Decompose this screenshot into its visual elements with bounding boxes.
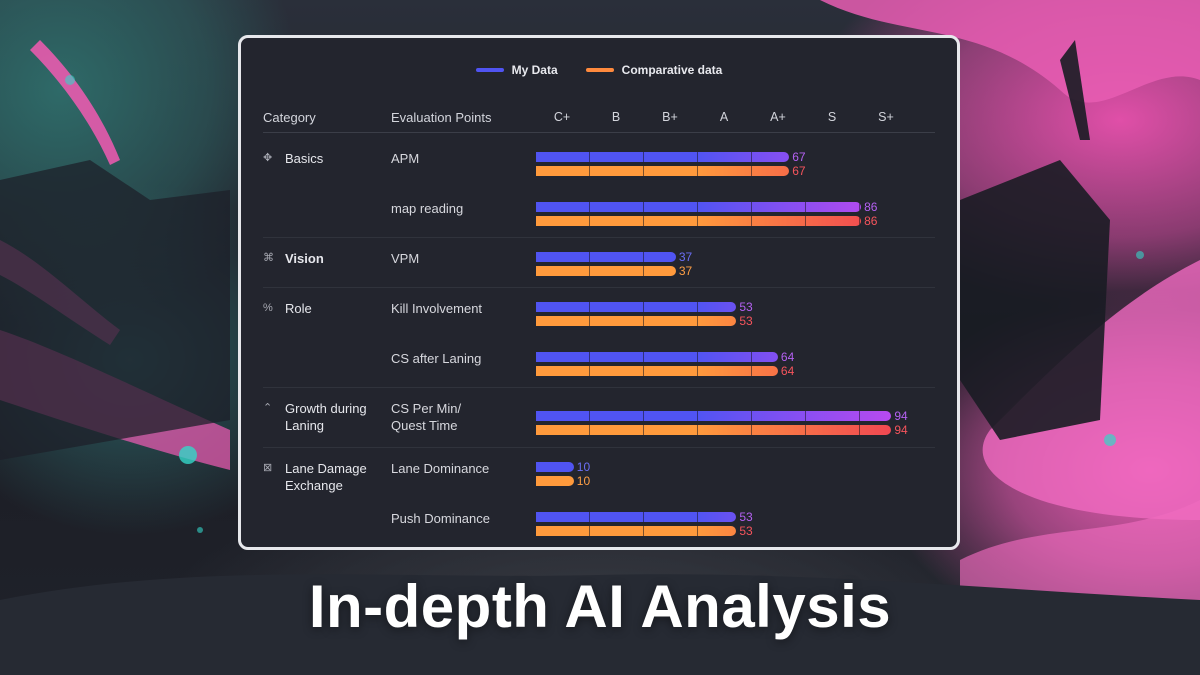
comparative-bar (536, 526, 737, 536)
category-label: % Role (263, 300, 312, 317)
category-label: ✥ Basics (263, 150, 323, 167)
category-name: Vision (285, 251, 324, 266)
category-name: Basics (285, 151, 324, 166)
grade-label: C+ (553, 110, 571, 124)
grade-label: A (719, 110, 729, 124)
category-name: Growth during Laning (285, 401, 367, 433)
my-data-bar (536, 302, 737, 312)
comparative-bar (536, 425, 892, 435)
evaluation-point-label: Lane Dominance (391, 461, 490, 476)
category-name: Role (285, 301, 312, 316)
my-data-value: 53 (739, 510, 753, 524)
legend-comparative-data: Comparative data (585, 63, 723, 77)
my-data-value: 37 (678, 250, 693, 264)
evaluation-point-label: APM (391, 151, 420, 166)
header-evaluation-points: Evaluation Points (391, 110, 492, 125)
comparative-bar (536, 266, 676, 276)
my-data-value: 53 (739, 300, 753, 314)
category-group: % Role Kill Involvement 53 53 CS after Laning… (263, 287, 935, 388)
growth-icon: ⌃ (263, 402, 273, 414)
grade-label: B (611, 110, 621, 124)
table-header: Category Evaluation Points C+ B B+ A A+ … (263, 106, 935, 133)
comparative-value: 53 (739, 314, 753, 328)
comparative-bar (536, 316, 737, 326)
grade-label: S+ (878, 110, 894, 124)
comparative-value: 53 (739, 524, 753, 538)
evaluation-point-label: map reading (391, 201, 464, 216)
category-label: ⌘ Vision (263, 250, 324, 267)
my-data-bar (536, 411, 892, 421)
comparative-value: 86 (864, 214, 878, 228)
my-data-bar (536, 252, 676, 262)
category-group: ⌃ Growth during Laning CS Per Min/ Quest T… (263, 387, 935, 448)
basics-icon: ✥ (263, 152, 273, 164)
legend-my-data: My Data (475, 63, 558, 77)
comparative-bar (536, 166, 790, 176)
category-group: ✥ Basics APM 67 67 map reading 86 86 (263, 137, 935, 238)
my-data-value: 10 (576, 460, 591, 474)
comparative-bar (536, 366, 778, 376)
role-icon: % (263, 302, 273, 314)
comparative-value: 37 (678, 264, 693, 278)
comparative-value: 64 (780, 364, 795, 378)
comparative-value: 67 (792, 164, 806, 178)
evaluation-point-label: Push Dominance (391, 511, 490, 526)
category-name: Lane Damage Exchange (285, 461, 367, 493)
category-label: ⊠ Lane Damage Exchange (263, 460, 367, 494)
comparative-bar (536, 476, 574, 486)
lane-damage-icon: ⊠ (263, 462, 273, 474)
category-group: ⊠ Lane Damage Exchange Lane Dominance 10 10 P… (263, 447, 935, 547)
comparative-bar (536, 216, 862, 226)
comparative-value: 10 (576, 474, 591, 488)
my-data-value: 94 (894, 409, 908, 423)
my-data-bar (536, 462, 574, 472)
grade-label: S (827, 110, 837, 124)
my-data-bar (536, 202, 862, 212)
legend-my-data-label: My Data (511, 63, 558, 77)
vision-icon: ⌘ (263, 252, 274, 264)
my-data-value: 64 (780, 350, 795, 364)
comparative-data-swatch (585, 68, 614, 72)
grade-label: A+ (770, 110, 786, 124)
my-data-bar (536, 152, 790, 162)
category-label: ⌃ Growth during Laning (263, 400, 367, 434)
my-data-value: 67 (792, 150, 806, 164)
header-category: Category (263, 110, 316, 125)
my-data-swatch (475, 68, 504, 72)
evaluation-point-label: CS after Laning (391, 351, 482, 366)
my-data-bar (536, 512, 737, 522)
comparative-value: 94 (894, 423, 908, 437)
category-group: ⌘ Vision VPM 37 37 (263, 237, 935, 288)
chart-legend: My Data Comparative data (241, 63, 957, 77)
evaluation-point-label: Kill Involvement (391, 301, 483, 316)
grade-label: B+ (662, 110, 678, 124)
analysis-card: My Data Comparative data Category Evalua… (238, 35, 960, 550)
legend-comparative-label: Comparative data (621, 63, 723, 77)
evaluation-point-label: CS Per Min/ Quest Time (391, 401, 462, 433)
headline: In-depth AI Analysis (308, 573, 892, 640)
my-data-bar (536, 352, 778, 362)
my-data-value: 86 (864, 200, 878, 214)
evaluation-point-label: VPM (391, 251, 420, 266)
